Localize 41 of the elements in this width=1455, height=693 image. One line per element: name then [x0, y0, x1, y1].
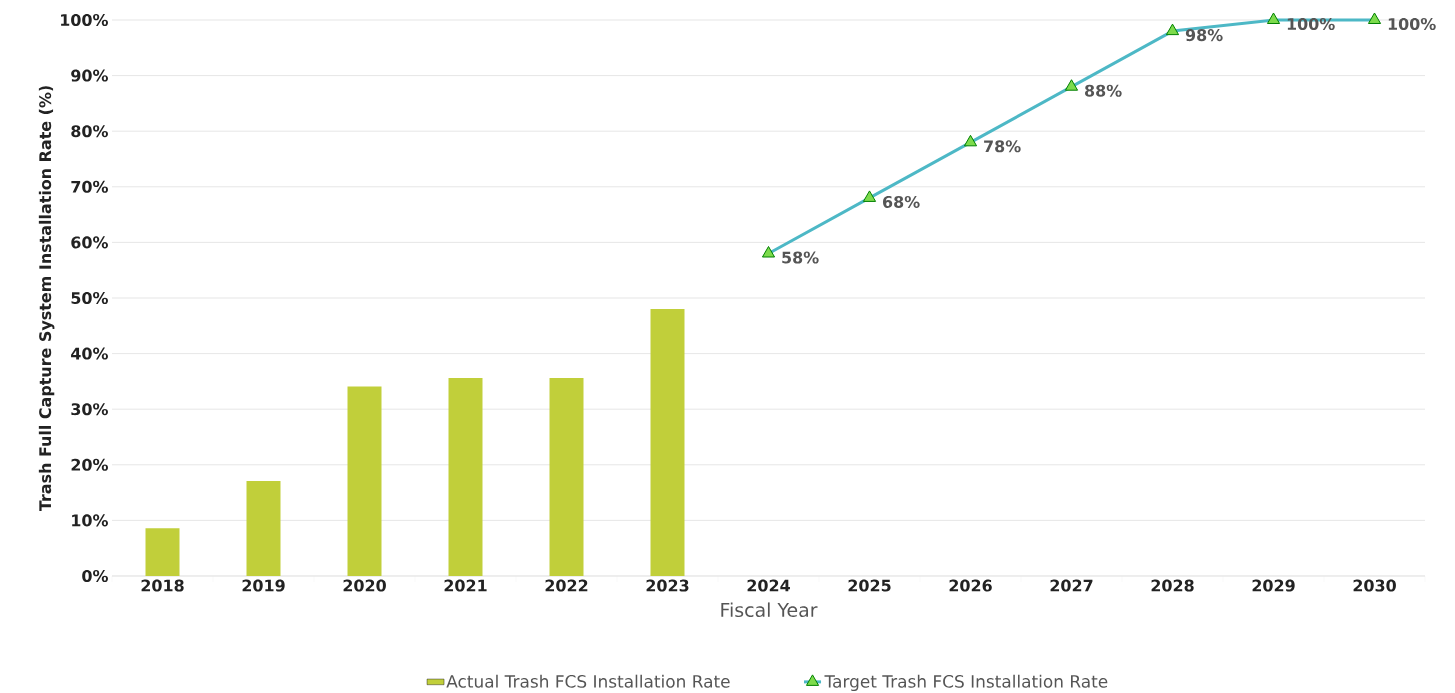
- data-label: 100%: [1287, 17, 1335, 30]
- data-label: 68%: [883, 195, 920, 208]
- y-axis-title: Trash Full Capture System Installation Rate (%): [38, 86, 55, 512]
- y-tick-label: 90%: [71, 69, 108, 82]
- data-label: 88%: [1084, 84, 1122, 97]
- y-tick-label: 40%: [71, 347, 108, 360]
- y-tick-label: 70%: [71, 180, 108, 193]
- x-tick-label: 2023: [646, 579, 689, 592]
- y-tick-label: 10%: [72, 514, 108, 527]
- data-label: 98%: [1185, 29, 1223, 42]
- y-tick-label: 60%: [71, 236, 108, 249]
- bar: [549, 378, 584, 576]
- legend-label: Target Trash FCS Installation Rate: [824, 674, 1108, 692]
- bar: [347, 386, 382, 576]
- x-tick-label: 2024: [747, 579, 790, 592]
- bar: [145, 528, 180, 576]
- data-label: 100%: [1388, 17, 1436, 30]
- y-tick-label: 30%: [71, 403, 108, 416]
- x-tick-label: 2025: [848, 579, 891, 592]
- x-tick-label: 2026: [949, 579, 992, 592]
- x-tick-label: 2018: [141, 579, 184, 592]
- x-tick-label: 2022: [545, 579, 588, 592]
- data-label: 78%: [984, 140, 1021, 153]
- x-tick-label: 2030: [1353, 579, 1396, 592]
- bar: [448, 378, 483, 576]
- x-tick-label: 2029: [1252, 579, 1295, 592]
- y-tick-label: 100%: [61, 13, 108, 26]
- x-axis-title: Fiscal Year: [721, 602, 818, 618]
- data-label: 58%: [782, 251, 819, 264]
- x-tick-label: 2019: [242, 579, 285, 592]
- bar: [650, 309, 685, 576]
- y-tick-label: 0%: [82, 569, 108, 582]
- x-tick-label: 2020: [343, 579, 386, 592]
- legend-label: Actual Trash FCS Installation Rate: [446, 674, 730, 688]
- x-tick-label: 2028: [1151, 579, 1194, 592]
- bar: [246, 480, 281, 576]
- x-tick-label: 2027: [1050, 579, 1093, 592]
- y-tick-label: 50%: [71, 291, 108, 304]
- y-tick-label: 20%: [71, 458, 108, 471]
- x-tick-label: 2021: [444, 579, 487, 592]
- y-tick-label: 80%: [71, 125, 108, 138]
